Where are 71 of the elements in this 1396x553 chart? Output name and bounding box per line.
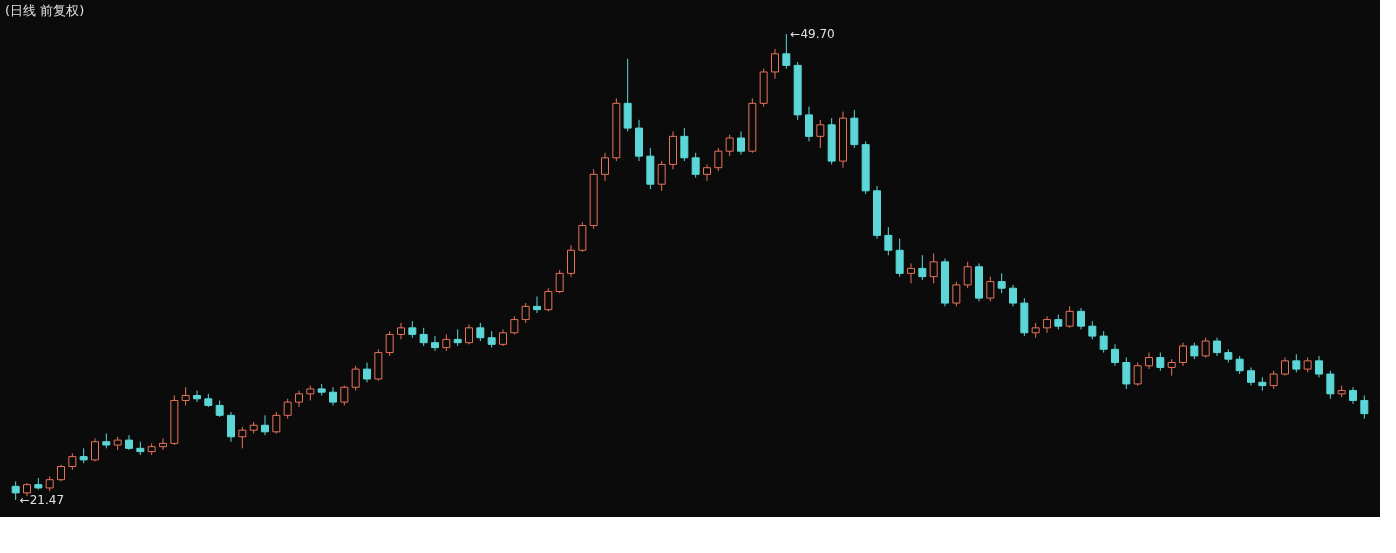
candlestick: [351, 365, 360, 392]
candlestick: [816, 119, 825, 149]
candlestick: [929, 253, 938, 284]
candlestick: [1122, 357, 1131, 390]
candlestick: [895, 238, 904, 278]
candlestick: [363, 361, 371, 383]
candlestick: [465, 324, 473, 345]
annotation: ←21.47: [19, 493, 65, 507]
candlestick: [1133, 361, 1142, 387]
candlestick: [1326, 370, 1335, 400]
candlestick: [283, 398, 292, 420]
candlestick: [952, 281, 961, 307]
candlestick: [329, 386, 337, 406]
candlestick: [340, 385, 349, 406]
candlestick: [725, 134, 734, 157]
candlestick: [907, 262, 915, 284]
candlestick: [963, 261, 972, 289]
candlestick: [91, 437, 99, 463]
candlestick: [1235, 355, 1244, 375]
candlestick: [397, 322, 405, 340]
candlestick: [1247, 366, 1255, 387]
candlestick: [476, 322, 485, 342]
candlestick: [986, 276, 995, 302]
candlestick: [1292, 353, 1301, 373]
annotation: ←49.70: [790, 27, 835, 41]
candlestick: [771, 48, 779, 80]
candlestick: [193, 390, 201, 403]
candlestick: [1099, 330, 1108, 354]
candlestick: [544, 287, 553, 312]
candlestick: [272, 411, 281, 434]
candlestick: [1201, 337, 1210, 359]
candlestick: [737, 130, 745, 155]
candlestick: [1269, 370, 1278, 390]
candlestick: [533, 295, 541, 314]
candlestick: [918, 254, 927, 281]
candlestick: [714, 147, 723, 172]
candlestick: [419, 327, 428, 347]
candlestick: [1360, 395, 1369, 420]
candlestick: [510, 315, 519, 335]
candlestick: [159, 437, 167, 451]
candlestick: [1213, 337, 1221, 357]
candlestick: [238, 426, 247, 449]
chart-title: (日线 前复权): [5, 3, 85, 18]
candlestick: [1156, 352, 1165, 372]
candlestick: [227, 411, 235, 443]
candlestick: [521, 302, 530, 324]
candlestick: [1111, 343, 1119, 367]
candlestick: [1088, 320, 1097, 340]
candlestick: [261, 414, 269, 436]
candlestick: [181, 386, 190, 406]
candlestick: [1043, 315, 1051, 334]
candlestick: [555, 269, 564, 294]
candlestick: [691, 152, 700, 179]
candlestick: [997, 272, 1006, 294]
candlestick: [1077, 307, 1085, 330]
candlestick: [782, 33, 791, 70]
candlestick: [1065, 305, 1074, 329]
candlestick: [1009, 284, 1017, 307]
candlestick: [657, 160, 666, 192]
candlestick: [884, 226, 893, 256]
candlestick: [805, 106, 813, 142]
candlestick: [680, 127, 689, 162]
candlestick: [385, 330, 394, 357]
candlestick: [431, 335, 439, 352]
candlestick: [11, 480, 20, 501]
candlestick: [1281, 357, 1289, 377]
candlestick: [1179, 342, 1187, 367]
candlestick: [703, 163, 711, 182]
candlestick: [1315, 355, 1323, 378]
candlestick: [567, 244, 575, 278]
candlestick: [601, 152, 609, 182]
